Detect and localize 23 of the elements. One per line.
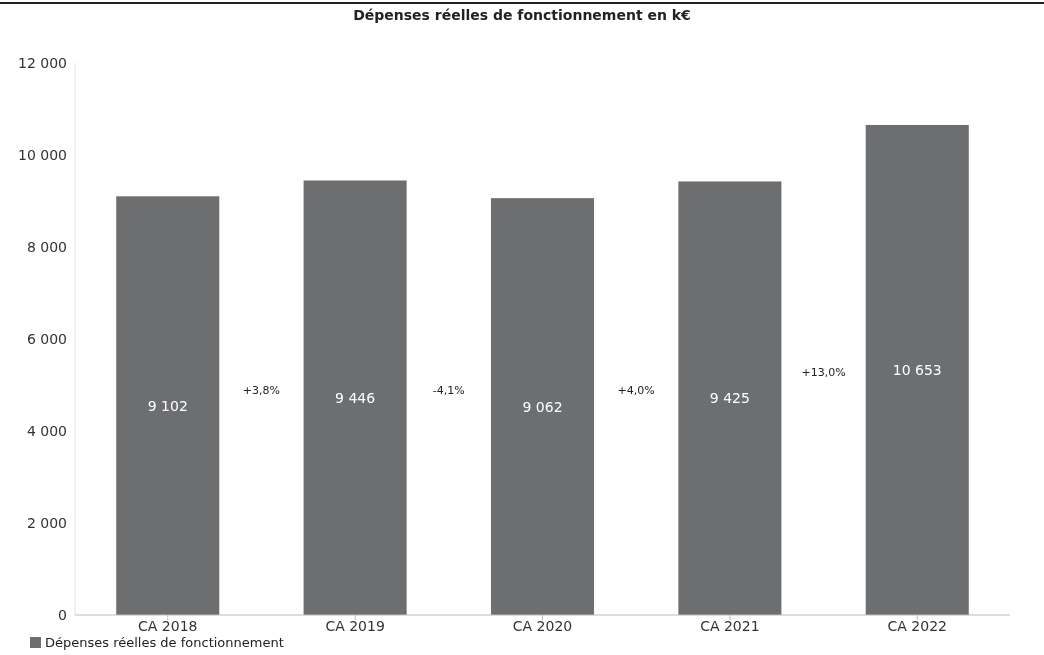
y-tick-label: 8 000: [26, 239, 67, 255]
x-tick-label: CA 2019: [325, 618, 385, 634]
legend-label: Dépenses réelles de fonctionnement: [45, 635, 284, 650]
x-tick-label: CA 2021: [700, 618, 760, 634]
text: 10 653: [892, 361, 942, 378]
text: 9 446: [335, 389, 376, 406]
text: 9 425: [709, 390, 750, 407]
y-tick-label: 10 000: [18, 147, 67, 163]
annotation: -4,1%: [432, 384, 465, 398]
text: 9 102: [147, 397, 188, 414]
x-tick-label: CA 2018: [138, 618, 198, 634]
y-tick-label: 4 000: [26, 423, 67, 439]
text: 9 062: [522, 398, 563, 415]
annotation: +3,8%: [242, 383, 281, 397]
y-tick-label: 0: [58, 607, 67, 623]
y-tick-label: 2 000: [26, 515, 67, 531]
chart-title: Dépenses réelles de fonctionnement en k€: [353, 7, 691, 23]
annotation: +13,0%: [801, 366, 846, 380]
y-tick-label: 6 000: [26, 331, 67, 347]
annotation: +4,0%: [617, 384, 655, 398]
x-tick-label: CA 2020: [512, 618, 573, 634]
y-tick-label: 12 000: [18, 55, 67, 71]
x-tick-label: CA 2022: [887, 618, 947, 634]
